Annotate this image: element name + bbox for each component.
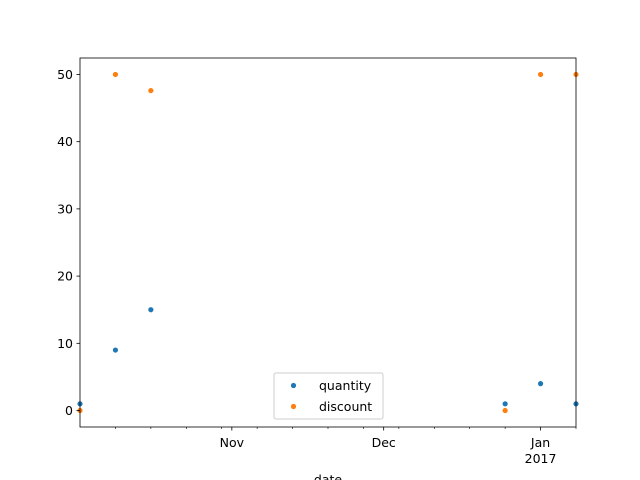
x-tick-label: Dec <box>372 435 396 450</box>
data-point-quantity <box>112 347 119 353</box>
legend-marker-quantity <box>290 382 297 389</box>
data-point-quantity <box>502 401 508 407</box>
y-tick-label: 50 <box>57 67 73 82</box>
x-axis-label: date <box>314 472 342 480</box>
data-point-quantity <box>148 307 154 313</box>
data-point-discount <box>502 407 508 414</box>
y-tick-label: 40 <box>57 134 73 149</box>
y-tick-label: 0 <box>65 403 73 418</box>
legend-label-quantity: quantity <box>319 378 372 393</box>
legend-marker-discount <box>290 403 297 410</box>
points-layer <box>77 71 579 414</box>
data-point-discount <box>537 71 544 78</box>
y-tick-label: 20 <box>57 269 73 284</box>
x-tick-sublabel: 2017 <box>525 451 557 466</box>
data-point-quantity <box>537 381 544 387</box>
y-tick-label: 10 <box>57 336 73 351</box>
x-tick-label: Nov <box>220 435 245 450</box>
y-tick-label: 30 <box>57 201 73 216</box>
data-point-discount <box>148 87 154 94</box>
x-tick-label: Jan <box>530 435 550 450</box>
y-axis: 0 10 20 30 40 50 <box>57 67 80 418</box>
legend: quantity discount <box>273 372 384 420</box>
plot-frame <box>79 57 577 428</box>
legend-label-discount: discount <box>319 399 372 414</box>
data-point-discount <box>112 71 119 78</box>
legend-box <box>273 372 384 420</box>
plot-area <box>80 58 576 427</box>
